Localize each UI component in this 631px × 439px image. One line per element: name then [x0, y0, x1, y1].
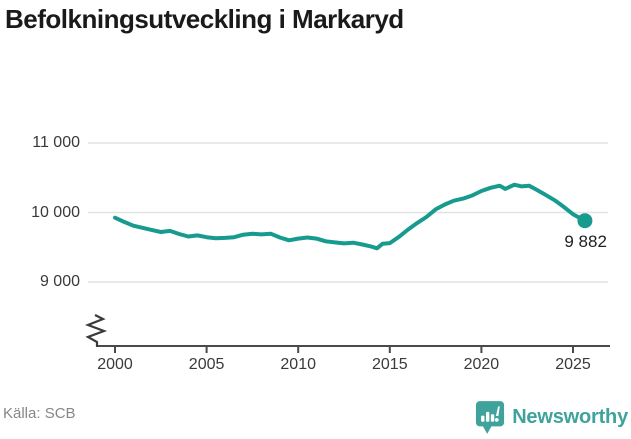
y-axis-tick-label: 10 000 [31, 203, 80, 221]
source-note: Källa: SCB [3, 405, 76, 422]
newsworthy-wordmark: Newsworthy [512, 406, 628, 428]
last-value-label: 9 882 [564, 231, 607, 251]
x-axis-tick-label: 2025 [555, 356, 591, 373]
y-axis-tick-label: 9 000 [39, 273, 80, 290]
end-point-marker [577, 213, 593, 229]
x-axis-tick-label: 2005 [188, 356, 225, 373]
chart-title: Befolkningsutveckling i Markaryd [5, 4, 404, 34]
y-axis-tick-label: 11 000 [32, 134, 80, 151]
newsworthy-logo: Newsworthy [475, 400, 628, 435]
axis-break-icon [84, 314, 108, 347]
x-axis-tick-label: 2010 [280, 356, 316, 373]
x-axis-tick-label: 2020 [463, 356, 500, 373]
x-axis-tick-label: 2000 [97, 356, 133, 373]
bar-chart-badge-icon [476, 401, 505, 434]
x-axis-tick-label: 2015 [372, 356, 408, 373]
population-line [113, 182, 587, 251]
